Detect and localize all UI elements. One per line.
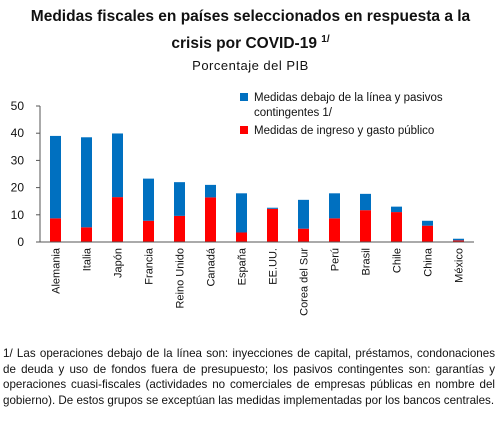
bar-segment-ingreso-gasto bbox=[267, 208, 278, 242]
bar-segment-debajo-linea bbox=[360, 193, 371, 211]
bar-segment-ingreso-gasto bbox=[143, 220, 154, 242]
x-tick-label: España bbox=[237, 247, 249, 285]
bar-segment-ingreso-gasto bbox=[360, 210, 371, 242]
x-tick-label: China bbox=[423, 247, 435, 277]
bar-segment-debajo-linea bbox=[81, 137, 92, 228]
y-tick-label: 10 bbox=[11, 208, 25, 222]
chart-title-text: crisis por COVID-19 bbox=[171, 35, 317, 53]
x-tick-label: Canadá bbox=[206, 247, 218, 286]
bar-segment-ingreso-gasto bbox=[453, 240, 464, 242]
bar-segment-debajo-linea bbox=[298, 199, 309, 229]
legend-label: contingentes 1/ bbox=[254, 107, 333, 119]
x-tick-label: Perú bbox=[330, 248, 342, 271]
bar-segment-debajo-linea bbox=[329, 193, 340, 219]
chart-title-line1: Medidas fiscales en países seleccionados… bbox=[30, 8, 471, 25]
bar-segment-ingreso-gasto bbox=[174, 215, 185, 242]
legend-label: Medidas debajo de la línea y pasivos bbox=[254, 92, 443, 104]
x-tick-label: Brasil bbox=[361, 248, 373, 276]
bar-segment-debajo-linea bbox=[143, 178, 154, 221]
bar-segment-ingreso-gasto bbox=[50, 218, 61, 242]
chart-title-line2: crisis por COVID-19 1/ bbox=[0, 30, 501, 54]
bar-segment-ingreso-gasto bbox=[298, 228, 309, 242]
bar-segment-ingreso-gasto bbox=[236, 232, 247, 242]
bar-segment-debajo-linea bbox=[422, 220, 433, 226]
legend-swatch bbox=[240, 126, 248, 134]
x-tick-label: Reino Unido bbox=[175, 248, 187, 309]
bar-segment-debajo-linea bbox=[50, 135, 61, 219]
bar-segment-debajo-linea bbox=[112, 133, 123, 198]
bar-segment-debajo-linea bbox=[174, 182, 185, 216]
bar-segment-ingreso-gasto bbox=[422, 225, 433, 242]
x-tick-label: Francia bbox=[144, 247, 156, 285]
bar-segment-debajo-linea bbox=[267, 207, 278, 209]
x-tick-label: Japón bbox=[113, 248, 125, 278]
bar-segment-ingreso-gasto bbox=[329, 218, 340, 242]
y-tick-label: 40 bbox=[11, 126, 25, 140]
bar-segment-ingreso-gasto bbox=[205, 197, 216, 242]
y-tick-label: 0 bbox=[17, 235, 24, 249]
bar-segment-debajo-linea bbox=[391, 206, 402, 213]
y-tick-label: 30 bbox=[11, 153, 25, 167]
bar-segment-debajo-linea bbox=[236, 193, 247, 233]
y-tick-label: 20 bbox=[11, 181, 25, 195]
legend-swatch bbox=[240, 93, 248, 101]
x-tick-label: Corea del Sur bbox=[299, 248, 311, 316]
legend-label: Medidas de ingreso y gasto público bbox=[254, 125, 434, 137]
y-tick-label: 50 bbox=[11, 99, 25, 113]
bar-segment-ingreso-gasto bbox=[391, 212, 402, 242]
bar-segment-debajo-linea bbox=[453, 238, 464, 241]
chart-subtitle: Porcentaje del PIB bbox=[192, 58, 309, 73]
title-footnote-mark: 1/ bbox=[321, 34, 330, 45]
bar-segment-debajo-linea bbox=[205, 184, 216, 198]
x-tick-label: Italia bbox=[82, 247, 94, 271]
stacked-bar-chart: 0 10 20 30 40 50 Alemania Italia Japón Francia Rei… bbox=[11, 92, 474, 316]
x-tick-label: EE.UU. bbox=[268, 248, 280, 285]
bar-segment-ingreso-gasto bbox=[81, 227, 92, 242]
x-tick-label: Chile bbox=[392, 248, 404, 273]
footnote: 1/ Las operaciones debajo de la línea so… bbox=[3, 347, 495, 407]
x-tick-label: Alemania bbox=[51, 247, 63, 294]
x-tick-label: México bbox=[454, 248, 466, 283]
bar-segment-ingreso-gasto bbox=[112, 197, 123, 242]
